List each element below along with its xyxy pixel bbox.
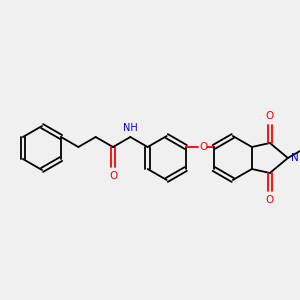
Text: O: O (266, 111, 274, 121)
Text: N: N (291, 153, 298, 163)
Text: NH: NH (123, 123, 138, 133)
Text: O: O (266, 195, 274, 205)
Text: O: O (109, 171, 117, 181)
Text: O: O (200, 142, 208, 152)
